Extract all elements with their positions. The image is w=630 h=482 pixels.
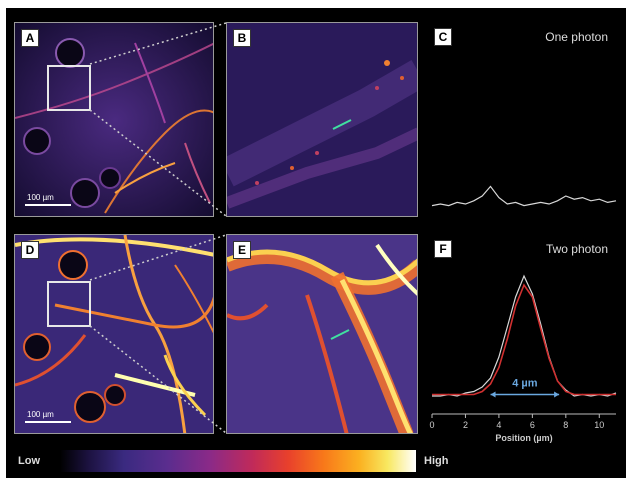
panel-label: D: [21, 241, 39, 259]
x-tick-label: 6: [530, 420, 535, 430]
x-tick-label: 10: [594, 420, 604, 430]
panel-e-two-photon-zoom: E: [226, 234, 418, 434]
chart-title: Two photon: [545, 242, 608, 256]
colorbar-row: Low High: [6, 446, 626, 478]
panel-label: E: [233, 241, 251, 259]
scale-bar-label: 100 µm: [27, 410, 54, 419]
chart-f: 0 2 4 6 8 10 Position (µm) 4 µm: [429, 274, 617, 443]
scale-bar: [25, 204, 71, 206]
colorbar-high-label: High: [424, 455, 449, 467]
line-profile-marker: [332, 119, 352, 130]
chart-title: One photon: [545, 30, 608, 44]
fwhm-arrowhead-left: [490, 391, 496, 398]
panel-label: B: [233, 29, 251, 47]
chart-c: [431, 185, 617, 207]
roi-box: [47, 281, 91, 327]
x-tick-label: 4: [496, 420, 501, 430]
profile-line: [431, 185, 617, 207]
scale-bar: [25, 421, 71, 423]
x-tick-label: 2: [463, 420, 468, 430]
panel-b-one-photon-zoom: B: [226, 22, 418, 217]
fwhm-label: 4 µm: [512, 378, 538, 390]
roi-box: [47, 65, 91, 111]
panel-label: A: [21, 29, 39, 47]
colorbar: [60, 450, 416, 472]
panel-d-two-photon-overview: D 100 µm: [14, 234, 214, 434]
x-tick-label: 0: [429, 420, 434, 430]
panel-f-two-photon-profile: 0 2 4 6 8 10 Position (µm) 4 µm F Two photon: [428, 234, 620, 446]
fit-line: [432, 283, 616, 396]
figure: A 100 µm B C One photon: [6, 8, 626, 478]
fwhm-arrowhead-right: [554, 391, 560, 398]
panel-d-image: [15, 235, 213, 433]
panel-label: F: [434, 240, 452, 258]
panel-a-image: [15, 23, 213, 216]
scale-bar-label: 100 µm: [27, 193, 54, 202]
panel-b-image: [227, 23, 417, 216]
x-axis-label: Position (µm): [495, 433, 552, 443]
x-tick-label: 8: [563, 420, 568, 430]
panel-label: C: [434, 28, 452, 46]
colorbar-low-label: Low: [18, 455, 40, 467]
panel-a-one-photon-overview: A 100 µm: [14, 22, 214, 217]
panel-e-image: [227, 235, 417, 433]
line-profile-marker: [330, 329, 350, 340]
panel-c-one-photon-profile: C One photon: [428, 22, 620, 217]
